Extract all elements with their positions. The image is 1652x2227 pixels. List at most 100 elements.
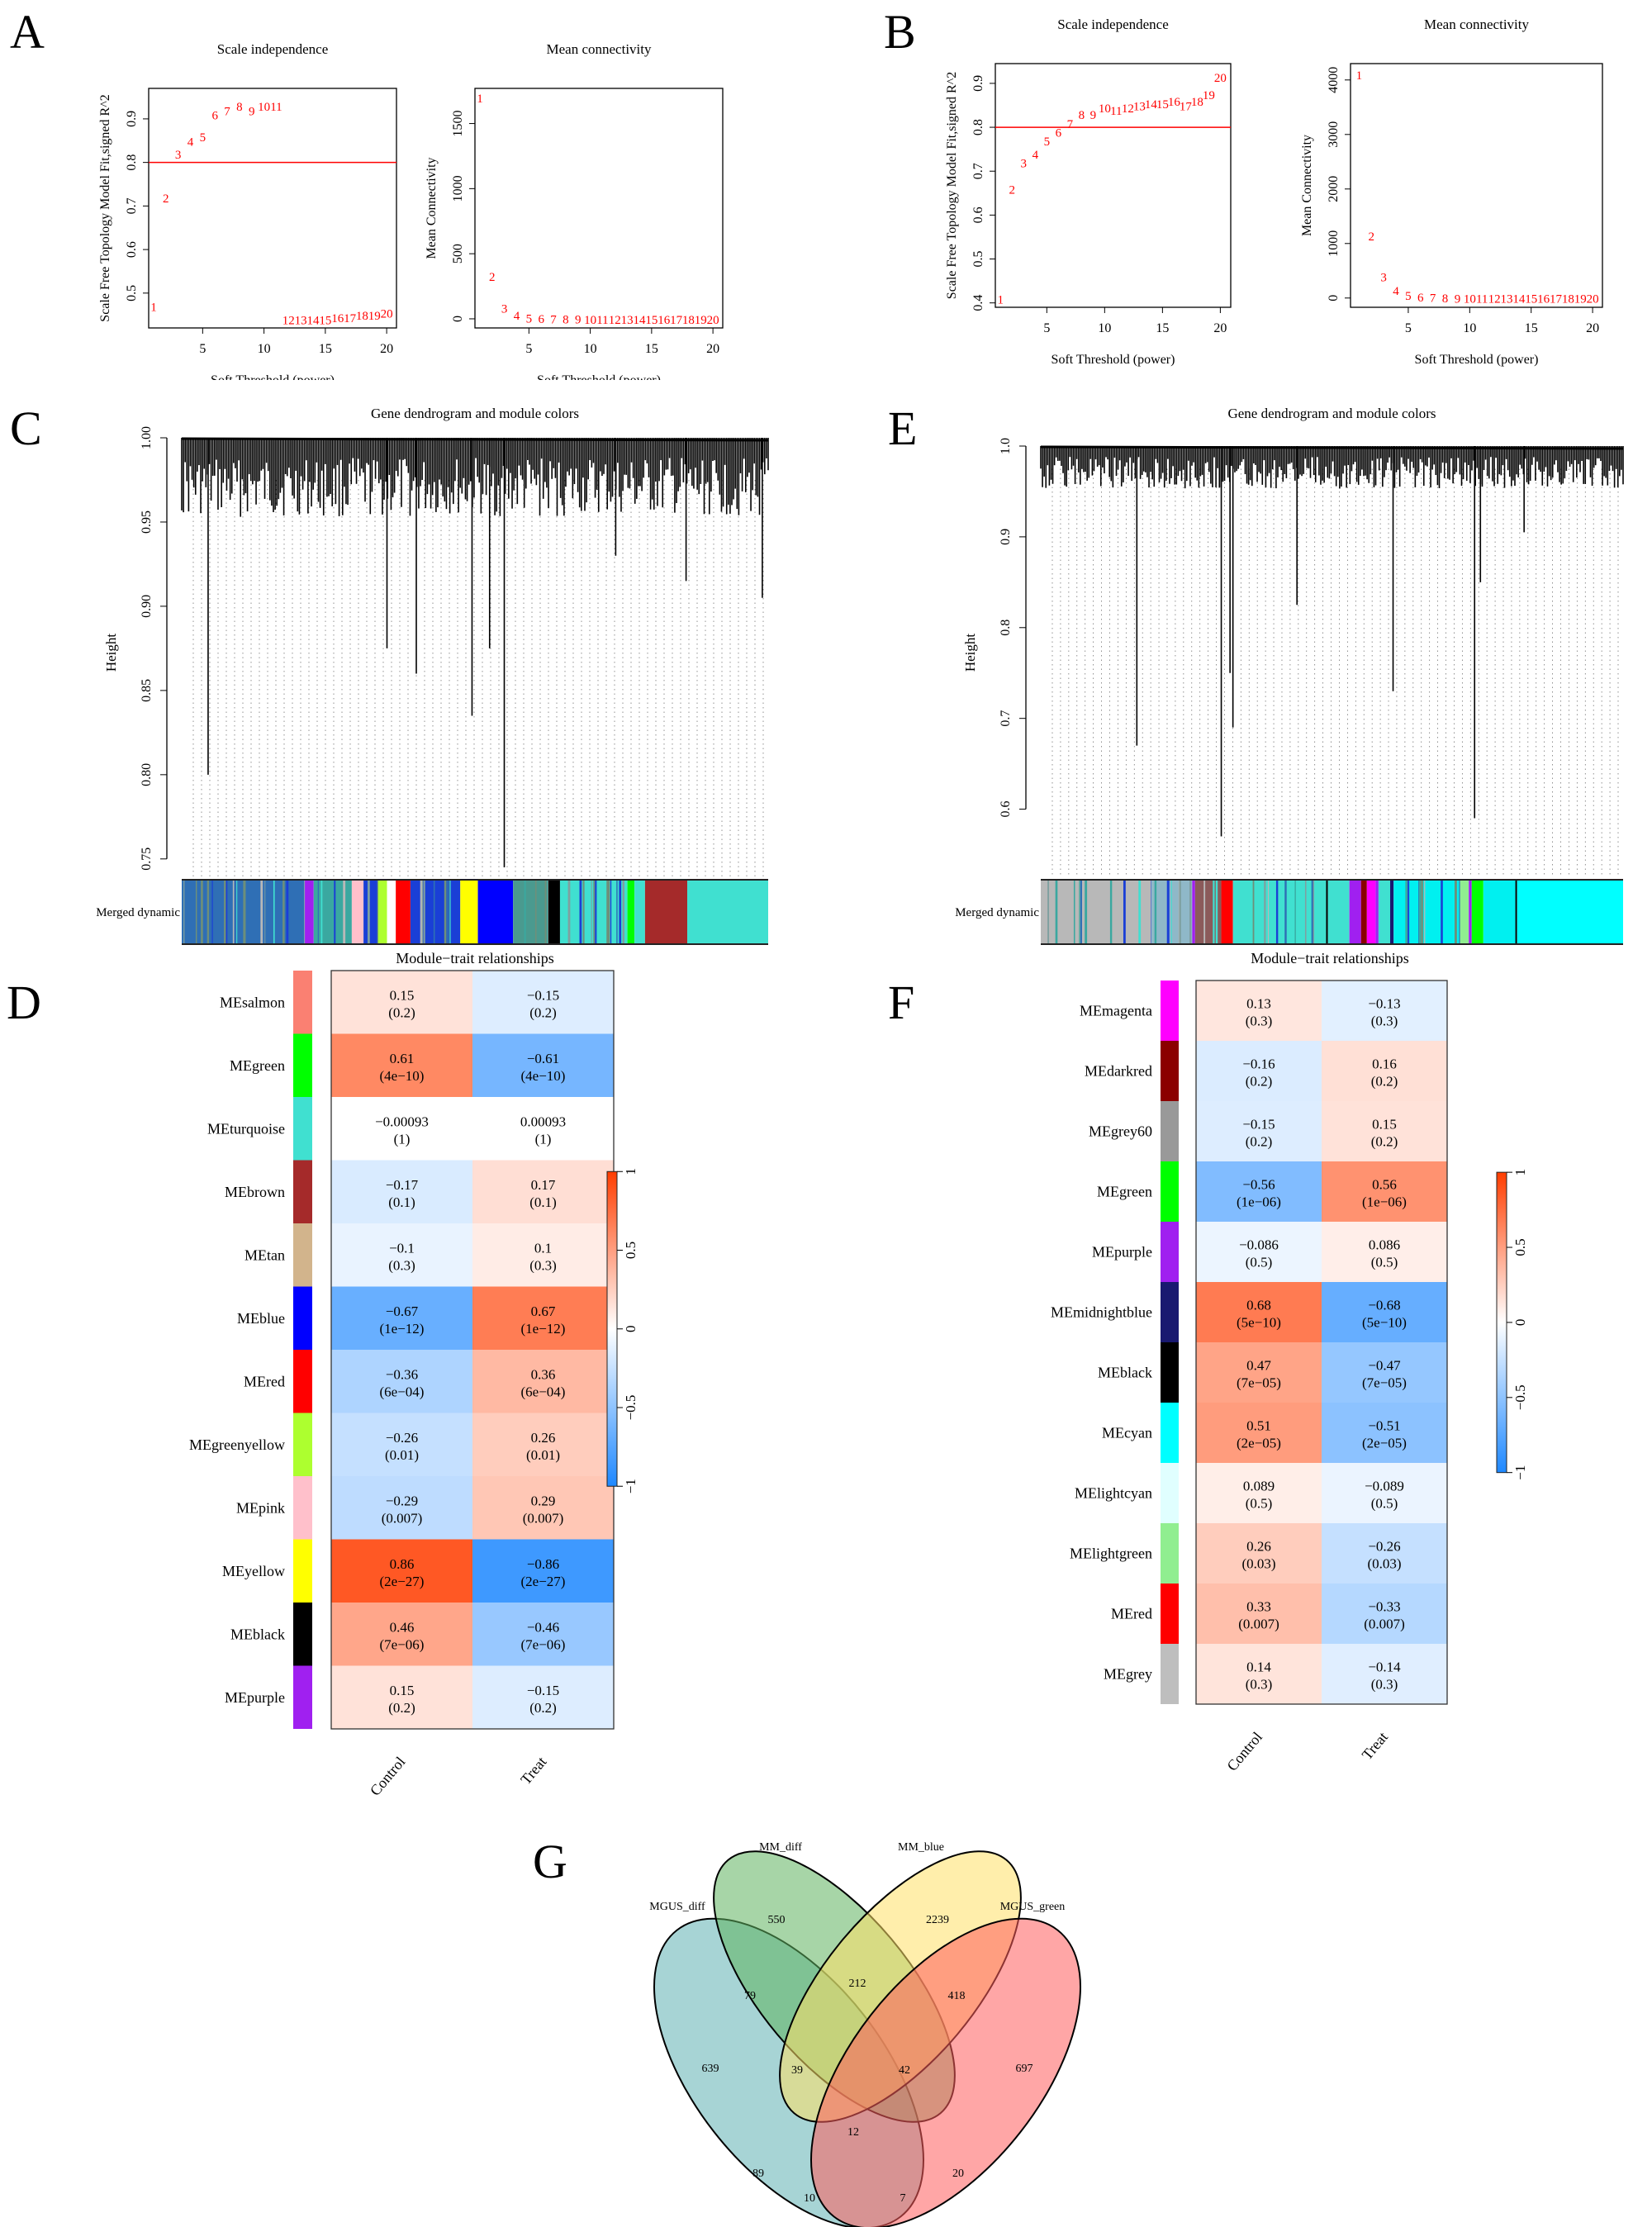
p-value: (1) (535, 1131, 552, 1147)
colorbar-tick-label: 0 (623, 1326, 638, 1333)
module-color-stripe (1079, 880, 1080, 944)
module-color-stripe (421, 880, 424, 944)
module-color-swatch (1161, 1282, 1179, 1342)
module-color-stripe (593, 880, 596, 944)
correlation-value: 0.13 (1246, 996, 1271, 1012)
heatmap-cell (472, 1665, 614, 1729)
module-label: MEblack (1098, 1365, 1152, 1381)
heatmap-cell (1322, 1041, 1447, 1101)
module-label: MEpurple (1092, 1244, 1152, 1261)
data-point-label: 14 (1145, 98, 1158, 112)
y-axis-label: Mean Connectivity (425, 157, 439, 259)
data-point-label: 17 (1550, 293, 1563, 306)
module-color-stripe (1267, 880, 1270, 944)
module-color-swatch (293, 1033, 312, 1097)
correlation-value: 0.67 (531, 1303, 556, 1319)
heatmap-cell (472, 1160, 614, 1223)
data-point-label: 12 (609, 314, 621, 327)
module-color-stripe (1123, 880, 1126, 944)
x-tick-label: 15 (319, 342, 332, 356)
module-color-stripe (547, 880, 548, 944)
panel-letter-b: B (884, 5, 916, 59)
data-point-label: 8 (1442, 292, 1449, 306)
module-color-stripe (225, 880, 228, 944)
y-tick-label: 0.85 (140, 679, 154, 702)
module-color-stripe (1047, 880, 1050, 944)
module-color-swatch (293, 1350, 312, 1413)
p-value: (0.2) (388, 1004, 415, 1020)
module-color-block (1232, 880, 1327, 944)
module-color-stripe (1109, 880, 1113, 944)
heatmap-cell (472, 1350, 614, 1413)
plot-frame (148, 88, 397, 329)
module-color-block (1483, 880, 1516, 944)
y-tick-label: 0.7 (125, 197, 139, 214)
y-tick-label: 0.5 (971, 251, 985, 268)
correlation-value: 0.29 (531, 1493, 556, 1508)
module-color-swatch (293, 1413, 312, 1476)
correlation-value: −0.15 (527, 987, 559, 1003)
module-color-swatch (293, 1603, 312, 1666)
data-point-label: 3 (1021, 158, 1028, 171)
heatmap-cell (1196, 1584, 1322, 1644)
correlation-value: −0.16 (1242, 1057, 1275, 1072)
p-value: (0.007) (1364, 1617, 1405, 1632)
module-color-stripe (1213, 880, 1215, 944)
heatmap-frame (1195, 980, 1448, 1705)
colorbar-tick-label: −1 (623, 1479, 638, 1493)
p-value: (0.03) (1241, 1556, 1275, 1572)
correlation-value: 0.15 (1372, 1117, 1397, 1132)
data-point-label: 19 (368, 310, 381, 323)
module-color-block (644, 880, 688, 944)
panel-letter-c: C (10, 401, 42, 455)
p-value: (0.01) (385, 1447, 419, 1463)
data-point-label: 5 (526, 312, 533, 325)
module-color-stripe (1215, 880, 1218, 944)
p-value: (1e−12) (521, 1321, 566, 1337)
y-axis-label: Mean Connectivity (1300, 135, 1314, 236)
heatmap-cell (331, 1286, 472, 1350)
module-color-stripe (449, 880, 451, 944)
data-point-label: 4 (514, 310, 520, 323)
x-tick-label: 15 (645, 342, 658, 356)
p-value: (6e−04) (521, 1384, 566, 1399)
data-point-label: 9 (1455, 292, 1461, 306)
chart-c-gene-dendrogram: Gene dendrogram and module colors 0.75 0.8… (96, 406, 769, 966)
heatmap-cell (1196, 1222, 1322, 1282)
module-color-stripe (1179, 880, 1181, 944)
data-point-label: 10 (1099, 102, 1111, 116)
module-color-stripe (595, 880, 597, 944)
module-color-stripe (206, 880, 210, 944)
module-color-block (1469, 880, 1472, 944)
module-color-swatch (293, 971, 312, 1034)
chart-title: Gene dendrogram and module colors (371, 406, 579, 421)
data-point-label: 20 (707, 314, 719, 327)
x-tick-label: 15 (1156, 321, 1169, 335)
module-color-stripe (1138, 880, 1142, 944)
p-value: (0.2) (1246, 1134, 1273, 1150)
correlation-value: −0.089 (1365, 1479, 1404, 1494)
correlation-value: −0.36 (386, 1366, 418, 1382)
correlation-value: −0.56 (1242, 1177, 1275, 1193)
data-point-label: 17 (670, 314, 683, 327)
module-color-stripe (534, 880, 537, 944)
module-color-stripe (433, 880, 435, 944)
colorbar-tick-label: −0.5 (623, 1395, 638, 1421)
module-color-block (687, 880, 768, 944)
venn-region-count: 10 (804, 2192, 815, 2205)
data-point-label: 9 (575, 314, 582, 327)
y-tick-label: 0.8 (999, 620, 1013, 636)
module-color-block (1221, 880, 1233, 944)
module-label: MEyellow (222, 1563, 285, 1579)
y-tick-label: 0.9 (125, 111, 139, 127)
venn-set-label: MM_blue (898, 1841, 944, 1854)
correlation-value: −0.26 (1368, 1539, 1400, 1555)
data-point-label: 1 (150, 302, 157, 315)
heatmap-cell (1196, 1282, 1322, 1342)
heatmap-cell (1322, 1584, 1447, 1644)
y-tick-label: 0 (451, 316, 465, 322)
heatmap-cell (1322, 1282, 1447, 1342)
data-point-label: 12 (1122, 102, 1134, 116)
